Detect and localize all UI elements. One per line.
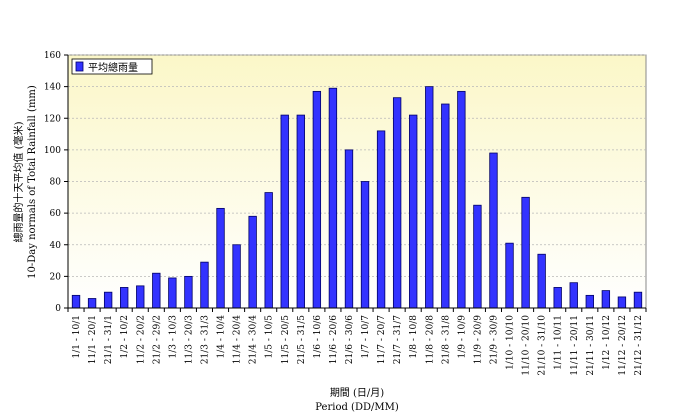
x-tick-label: 11/10 - 20/10	[522, 315, 532, 376]
y-axis-ticks: 0 20 40 60 80 100 120 140 160	[44, 51, 68, 314]
x-tick-label: 1/3 - 10/3	[168, 315, 178, 359]
y-tick-label: 140	[44, 83, 61, 93]
x-tick-label: 1/9 - 10/9	[457, 315, 467, 359]
x-tick-label: 21/8 - 31/8	[441, 315, 451, 364]
gridlines	[68, 54, 646, 277]
bar	[168, 277, 177, 309]
bar	[103, 291, 113, 309]
x-tick-label: 11/9 - 20/9	[473, 315, 483, 364]
bar	[136, 285, 145, 309]
bar	[569, 282, 578, 309]
x-tick-label: 21/2 - 29/2	[152, 315, 162, 364]
x-tick-label: 21/4 - 30/4	[249, 315, 259, 364]
bar	[71, 294, 81, 309]
x-tick-label: 21/12 - 31/12	[634, 315, 644, 376]
bar	[521, 196, 530, 309]
x-tick-label: 21/6 - 30/6	[345, 315, 355, 364]
bar	[184, 275, 193, 309]
x-tick-label: 11/7 - 20/7	[377, 315, 387, 364]
legend: 平均總雨量	[71, 58, 153, 75]
y-tick-label: 80	[50, 178, 62, 188]
bar	[328, 87, 338, 309]
bar	[409, 114, 418, 309]
y-tick-label: 40	[50, 241, 62, 251]
x-tick-label: 1/11 - 10/11	[554, 315, 564, 370]
y-tick-label: 60	[50, 209, 62, 219]
bar	[264, 192, 273, 309]
x-tick-label: 1/6 - 10/6	[313, 315, 323, 359]
y-tick-label: 100	[44, 146, 61, 156]
x-tick-label: 1/12 - 10/12	[602, 315, 612, 370]
bar	[376, 130, 386, 309]
bar	[216, 207, 225, 309]
y-tick-label: 120	[44, 114, 61, 124]
x-tick-label: 1/10 - 10/10	[506, 315, 516, 370]
x-tick-label: 21/5 - 31/5	[297, 315, 307, 364]
x-tick-label: 1/8 - 10/8	[409, 315, 419, 359]
y-tick-label: 160	[44, 51, 61, 61]
legend-label: 平均總雨量	[88, 61, 138, 74]
bar	[553, 287, 562, 309]
bar	[344, 149, 354, 309]
x-tick-label: 21/11 - 30/11	[586, 315, 596, 376]
legend-swatch	[75, 61, 84, 72]
x-tick-label: 21/3 - 31/3	[200, 315, 210, 364]
bar	[152, 272, 161, 309]
bar	[585, 294, 594, 309]
bar	[248, 215, 257, 309]
x-tick-label: 11/11 - 20/11	[570, 315, 580, 376]
x-tick-label: 11/2 - 20/2	[136, 315, 146, 364]
bar	[633, 291, 643, 309]
bar	[296, 114, 305, 309]
x-tick-label: 21/10 - 31/10	[538, 315, 548, 376]
x-tick-label: 1/2 - 10/2	[120, 315, 130, 358]
x-tick-label: 1/7 - 10/7	[361, 315, 371, 359]
x-tick-label: 11/3 - 20/3	[184, 315, 194, 364]
bar	[360, 181, 370, 309]
bar	[200, 261, 209, 309]
y-tick-label: 20	[50, 272, 62, 282]
bar	[489, 152, 498, 309]
x-tick-label: 21/9 - 30/9	[489, 315, 499, 364]
bar	[392, 97, 402, 309]
bar	[232, 244, 241, 309]
x-tick-label: 21/1 - 31/1	[104, 315, 114, 364]
bar	[505, 242, 514, 309]
x-axis-title-line1: 期間 (日/月)	[330, 387, 384, 399]
bar	[457, 90, 466, 309]
bar	[473, 204, 482, 309]
x-tick-label: 11/8 - 20/8	[425, 315, 435, 364]
bar	[280, 114, 289, 309]
x-tick-label: 11/1 - 20/1	[88, 315, 98, 364]
x-tick-label: 1/1 - 10/1	[72, 315, 82, 358]
x-tick-label: 11/12 - 20/12	[618, 315, 628, 376]
bar	[441, 103, 450, 309]
bar	[425, 86, 434, 309]
x-tick-label: 1/4 - 10/4	[217, 315, 227, 359]
x-tick-label: 21/7 - 31/7	[393, 315, 403, 364]
bar	[617, 296, 627, 309]
y-axis-title-line2: 10-Day normals of Total Rainfall (mm)	[27, 85, 38, 279]
x-tick-label: 11/5 - 20/5	[281, 315, 291, 364]
bar	[87, 298, 97, 309]
bar	[312, 90, 322, 309]
legend-box	[71, 58, 153, 75]
x-tick-label: 11/6 - 20/6	[329, 315, 339, 364]
bar	[537, 253, 546, 309]
y-tick-label: 0	[55, 304, 61, 314]
bar	[120, 287, 129, 309]
x-tick-label: 1/5 - 10/5	[265, 315, 275, 359]
bar	[601, 290, 611, 309]
x-tick-label: 11/4 - 20/4	[233, 315, 243, 364]
x-axis-ticks: 1/1 - 10/1 11/1 - 20/1 21/1 - 31/1 1/2 - 10…	[67, 308, 647, 376]
x-axis-title-line2: Period (DD/MM)	[315, 402, 399, 413]
y-axis-title-line1: 總雨量的十天平均值 (毫米)	[12, 121, 25, 242]
